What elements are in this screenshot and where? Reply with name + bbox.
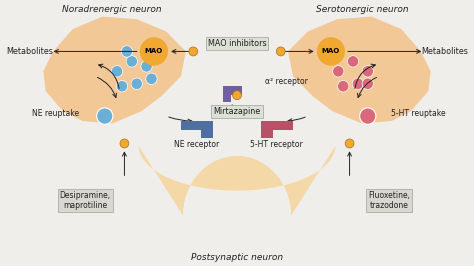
Circle shape (362, 66, 374, 77)
Circle shape (347, 56, 359, 67)
Text: NE receptor: NE receptor (174, 140, 219, 149)
Text: NE reuptake: NE reuptake (32, 109, 79, 118)
Circle shape (131, 78, 142, 89)
Polygon shape (223, 86, 242, 102)
Circle shape (333, 66, 344, 77)
Text: MAO: MAO (322, 48, 340, 55)
Text: Metabolites: Metabolites (421, 47, 468, 56)
Text: α² receptor: α² receptor (264, 77, 308, 86)
Circle shape (140, 37, 168, 66)
Circle shape (126, 56, 137, 67)
Polygon shape (43, 16, 186, 123)
Text: Noradrenergic neuron: Noradrenergic neuron (62, 5, 162, 14)
Circle shape (276, 47, 285, 56)
Circle shape (141, 61, 152, 72)
Text: MAO inhibitors: MAO inhibitors (208, 39, 266, 48)
Circle shape (189, 47, 198, 56)
Circle shape (120, 139, 129, 148)
Circle shape (345, 139, 354, 148)
Text: Fluoxetine,
trazodone: Fluoxetine, trazodone (368, 191, 410, 210)
Circle shape (121, 46, 133, 57)
Text: 5-HT receptor: 5-HT receptor (250, 140, 303, 149)
Text: 5-HT reuptake: 5-HT reuptake (391, 109, 446, 118)
Text: Postsynaptic neuron: Postsynaptic neuron (191, 253, 283, 262)
Polygon shape (181, 121, 213, 139)
Circle shape (146, 73, 157, 85)
Text: Serotonergic neuron: Serotonergic neuron (316, 5, 408, 14)
Circle shape (111, 66, 123, 77)
Circle shape (233, 91, 241, 100)
Circle shape (317, 37, 345, 66)
Polygon shape (288, 16, 431, 123)
Circle shape (337, 81, 349, 92)
Text: Mirtazapine: Mirtazapine (213, 107, 261, 116)
Text: Desipramine,
maprotiline: Desipramine, maprotiline (60, 191, 110, 210)
Text: Metabolites: Metabolites (6, 47, 53, 56)
Circle shape (116, 81, 128, 92)
Polygon shape (139, 146, 335, 215)
Circle shape (360, 108, 376, 124)
Polygon shape (261, 121, 293, 139)
Circle shape (97, 108, 113, 124)
Text: MAO: MAO (145, 48, 163, 55)
Circle shape (362, 78, 374, 89)
Circle shape (352, 78, 364, 89)
